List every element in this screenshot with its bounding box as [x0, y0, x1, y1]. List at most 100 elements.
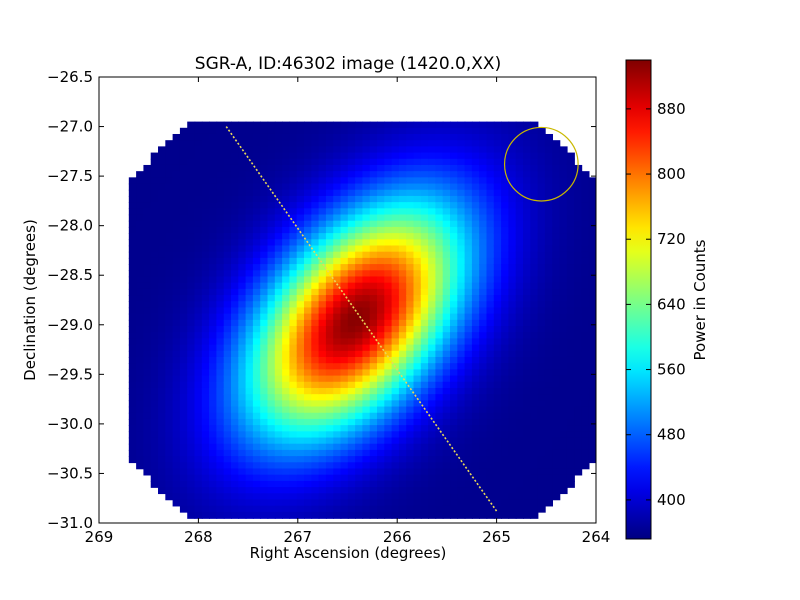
- heatmap-cell: [325, 338, 335, 346]
- heatmap-cell: [179, 208, 189, 216]
- heatmap-cell: [296, 127, 305, 135]
- heatmap-cell: [544, 307, 554, 315]
- heatmap-cell: [172, 499, 181, 507]
- heatmap-cell: [391, 276, 400, 284]
- heatmap-cell: [391, 468, 400, 476]
- heatmap-cell: [150, 462, 159, 470]
- heatmap-cell: [252, 127, 262, 135]
- heatmap-cell: [471, 282, 481, 290]
- heatmap-cell: [398, 344, 408, 352]
- heatmap-cell: [340, 282, 349, 290]
- heatmap-cell: [252, 319, 262, 327]
- heatmap-cell: [501, 400, 510, 408]
- heatmap-cell: [566, 264, 575, 272]
- heatmap-cell: [450, 499, 459, 507]
- heatmap-cell: [486, 264, 495, 272]
- heatmap-cell: [464, 431, 473, 439]
- heatmap-cell: [238, 350, 247, 358]
- heatmap-cell: [172, 214, 181, 222]
- heatmap-cell: [501, 369, 510, 377]
- heatmap-cell: [289, 282, 298, 290]
- heatmap-cell: [362, 418, 371, 426]
- heatmap-cell: [559, 350, 568, 358]
- heatmap-cell: [450, 468, 459, 476]
- heatmap-cell: [552, 375, 561, 383]
- heatmap-cell: [369, 208, 378, 216]
- heatmap-cell: [450, 220, 459, 228]
- heatmap-cell: [574, 264, 583, 272]
- heatmap-cell: [274, 363, 283, 371]
- heatmap-cell: [377, 313, 386, 321]
- heatmap-cell: [391, 338, 400, 346]
- heatmap-cell: [304, 456, 313, 464]
- heatmap-cell: [282, 387, 291, 395]
- heatmap-cell: [450, 146, 459, 154]
- heatmap-cell: [435, 344, 444, 352]
- heatmap-cell: [209, 251, 218, 259]
- heatmap-cell: [223, 127, 232, 135]
- heatmap-cell: [201, 233, 210, 241]
- heatmap-cell: [377, 418, 386, 426]
- heatmap-cell: [574, 239, 583, 247]
- heatmap-cell: [201, 338, 210, 346]
- heatmap-cell: [274, 202, 283, 210]
- heatmap-cell: [537, 226, 546, 234]
- heatmap-cell: [304, 437, 313, 445]
- heatmap-cell: [194, 239, 203, 247]
- heatmap-cell: [457, 202, 466, 210]
- heatmap-cell: [398, 195, 408, 203]
- heatmap-cell: [398, 493, 408, 501]
- heatmap-cell: [566, 480, 575, 488]
- heatmap-cell: [223, 264, 232, 272]
- heatmap-cell: [537, 245, 546, 253]
- heatmap-cell: [165, 369, 174, 377]
- heatmap-cell: [194, 220, 203, 228]
- heatmap-cell: [508, 158, 517, 166]
- heatmap-cell: [165, 171, 174, 179]
- heatmap-cell: [245, 319, 254, 327]
- heatmap-cell: [172, 295, 181, 303]
- heatmap-cell: [413, 338, 422, 346]
- heatmap-cell: [544, 319, 554, 327]
- heatmap-cell: [274, 270, 283, 278]
- heatmap-cell: [581, 332, 590, 340]
- heatmap-cell: [325, 332, 335, 340]
- heatmap-cell: [435, 350, 444, 358]
- heatmap-cell: [333, 195, 342, 203]
- heatmap-cell: [231, 406, 240, 414]
- heatmap-cell: [201, 288, 210, 296]
- heatmap-cell: [464, 133, 473, 141]
- heatmap-cell: [384, 158, 393, 166]
- heatmap-cell: [150, 468, 159, 476]
- heatmap-cell: [318, 344, 327, 352]
- heatmap-cell: [515, 369, 524, 377]
- heatmap-cell: [325, 177, 335, 185]
- heatmap-cell: [442, 307, 451, 315]
- heatmap-cell: [252, 487, 262, 495]
- heatmap-cell: [238, 295, 247, 303]
- heatmap-cell: [384, 282, 393, 290]
- heatmap-cell: [318, 301, 327, 309]
- heatmap-cell: [493, 171, 502, 179]
- heatmap-cell: [158, 332, 167, 340]
- heatmap-cell: [574, 270, 583, 278]
- heatmap-cell: [581, 375, 590, 383]
- heatmap-cell: [267, 202, 276, 210]
- heatmap-cell: [274, 431, 283, 439]
- heatmap-cell: [194, 381, 203, 389]
- heatmap-cell: [238, 307, 247, 315]
- heatmap-cell: [479, 208, 488, 216]
- heatmap-cell: [508, 425, 517, 433]
- heatmap-cell: [340, 375, 349, 383]
- heatmap-cell: [588, 208, 596, 216]
- heatmap-cell: [391, 140, 400, 148]
- heatmap-cell: [428, 474, 437, 482]
- heatmap-cell: [377, 276, 386, 284]
- heatmap-cell: [362, 468, 371, 476]
- heatmap-cell: [340, 208, 349, 216]
- heatmap-cell: [333, 127, 342, 135]
- heatmap-cell: [406, 189, 415, 197]
- heatmap-cell: [333, 418, 342, 426]
- heatmap-cell: [187, 344, 196, 352]
- heatmap-cell: [428, 276, 437, 284]
